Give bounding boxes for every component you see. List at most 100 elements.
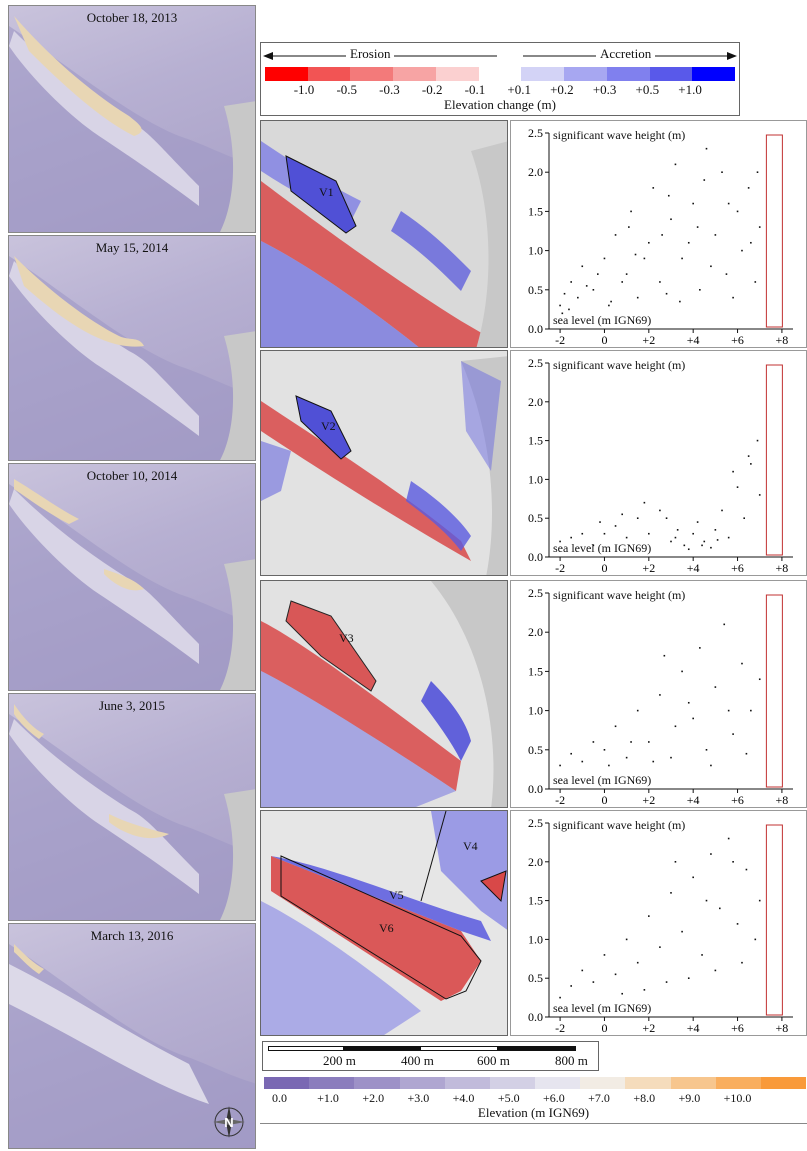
change-tick-label: -0.2 [421, 82, 443, 97]
data-point [592, 289, 595, 291]
elevation-swatch [625, 1077, 671, 1089]
change-map-3-label-1: V3 [339, 631, 354, 645]
scatter-panel-4: 0.0 0.5 1.0 1.5 2.0 2.5 -2 0 +2 +4 +6 +8 significant… [510, 810, 807, 1036]
data-point [674, 163, 677, 166]
change-tick-label: +0.5 [635, 82, 660, 97]
scatter-panel-2: 0.0 0.5 1.0 1.5 2.0 2.5 -2 0 +2 +4 +6 +8 significant… [510, 350, 807, 576]
threshold-box [765, 594, 783, 788]
y-axis-title: significant wave height (m) [553, 358, 685, 372]
data-point [599, 521, 601, 523]
dem-map-3 [9, 479, 255, 690]
change-swatch [649, 67, 693, 81]
dem-map-1 [9, 16, 255, 232]
elevation-tick-label: +7.0 [588, 1091, 610, 1105]
change-legend: Erosion Accretion -1.0 -0.5 -0.3 -0.2 -0.1 +0… [260, 42, 740, 116]
elevation-legend-title: Elevation (m IGN69) [477, 1105, 590, 1120]
y-tick-label: 2.5 [528, 356, 543, 370]
data-point [636, 961, 639, 964]
data-point [705, 749, 708, 751]
data-point [570, 536, 572, 539]
data-point [559, 764, 561, 767]
y-tick-label: 1.0 [528, 932, 543, 946]
y-tick-label: 2.0 [528, 165, 543, 179]
elevation-tick-label: +3.0 [407, 1091, 430, 1105]
dem-panel-2: May 15, 2014 [8, 235, 256, 461]
y-tick-label: 1.0 [528, 472, 543, 486]
data-point [621, 992, 623, 995]
data-point [636, 517, 639, 519]
data-point [701, 544, 703, 547]
data-point [696, 226, 699, 228]
data-point [696, 521, 699, 523]
dem-map-2 [9, 256, 255, 460]
data-point [621, 513, 623, 516]
y-tick-label: 0.5 [528, 971, 543, 985]
y-axis-title: significant wave height (m) [553, 128, 685, 142]
data-point [743, 517, 745, 519]
data-point [561, 312, 564, 315]
x-tick-label: +6 [731, 1021, 744, 1035]
dem-date-4: June 3, 2015 [98, 698, 166, 713]
scale-bar-segment-2 [344, 1046, 420, 1051]
data-point [692, 532, 694, 535]
change-swatch [606, 67, 651, 81]
data-point [710, 265, 712, 268]
elevation-color-scale [264, 1077, 807, 1089]
data-point [750, 709, 752, 712]
change-tick-label: -0.5 [336, 82, 358, 97]
x-tick-label: +4 [687, 793, 700, 807]
change-tick-label: +0.2 [550, 82, 574, 97]
data-point [692, 202, 694, 205]
data-point [636, 709, 639, 712]
y-tick-label: 0.5 [528, 283, 543, 297]
data-point [727, 709, 730, 712]
scale-bar: 200 m 400 m 600 m 800 m [262, 1041, 599, 1071]
data-point [703, 179, 706, 181]
change-map-2-label-1: V2 [321, 419, 336, 433]
data-point [636, 296, 639, 299]
dem-date-5: March 13, 2016 [90, 928, 174, 943]
data-point [665, 292, 668, 295]
y-tick-label: 0.5 [528, 743, 543, 757]
change-map-2: V2 [260, 350, 508, 576]
data-point [628, 226, 630, 228]
x-tick-label: +8 [776, 793, 789, 807]
elevation-swatch [444, 1077, 491, 1089]
elevation-swatch [535, 1077, 581, 1089]
change-color-scale [265, 67, 736, 81]
data-point [603, 954, 606, 956]
data-point [679, 300, 681, 303]
data-point [745, 868, 748, 871]
data-point [687, 977, 690, 979]
x-axis-title: sea level (m IGN69) [553, 773, 651, 787]
y-tick-label: 1.0 [528, 244, 543, 258]
change-tick-label: -0.3 [379, 82, 400, 97]
scatter-plot-2: 0.0 0.5 1.0 1.5 2.0 2.5 -2 0 +2 +4 +6 +8 significant… [528, 356, 793, 575]
data-point [603, 257, 606, 260]
threshold-box [765, 824, 783, 1016]
change-map-4-label-3: V6 [379, 921, 394, 935]
svg-text:N: N [224, 1115, 233, 1130]
change-map-4-label-2: V5 [389, 888, 404, 902]
data-point [670, 756, 672, 759]
elevation-swatch [715, 1077, 762, 1089]
x-tick-label: 0 [601, 793, 607, 807]
x-axis-title: sea level (m IGN69) [553, 541, 651, 555]
y-tick-label: 2.5 [528, 126, 543, 140]
data-point [652, 760, 655, 763]
y-tick-label: 0.0 [528, 782, 543, 796]
y-tick-label: 0.0 [528, 1010, 543, 1024]
change-legend-title: Elevation change (m) [444, 97, 556, 112]
data-point [710, 764, 712, 767]
data-point [592, 544, 595, 547]
scatter-plot-4: 0.0 0.5 1.0 1.5 2.0 2.5 -2 0 +2 +4 +6 +8 significant… [528, 816, 793, 1035]
y-tick-label: 1.5 [528, 434, 543, 448]
data-point [714, 234, 717, 236]
data-point [703, 540, 706, 543]
data-point [687, 241, 690, 244]
data-point [750, 241, 752, 244]
x-tick-label: +2 [642, 333, 655, 347]
y-axis-title: significant wave height (m) [553, 818, 685, 832]
data-point [597, 273, 599, 275]
x-tick-label: +4 [687, 333, 700, 347]
